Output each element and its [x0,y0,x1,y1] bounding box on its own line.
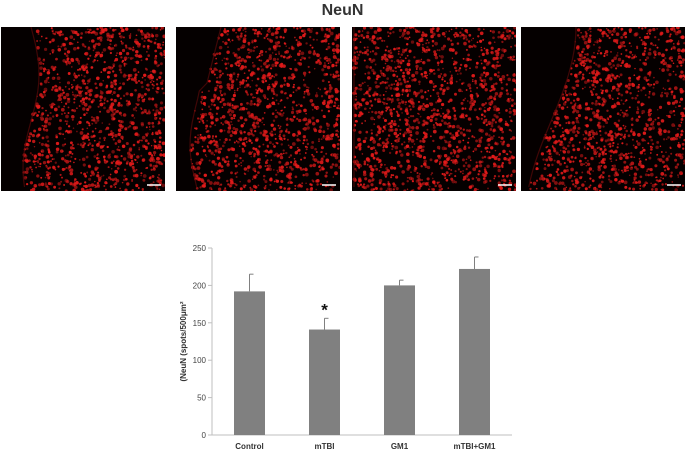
significance-marker: * [321,300,328,319]
micrograph-gm1 [352,27,516,191]
micrograph-mtbi [176,27,340,191]
x-category-label: mTBI [315,442,335,451]
y-tick-label: 50 [197,394,206,403]
error-bar [399,279,404,286]
x-category-label: GM1 [391,442,409,451]
x-category-label: Control [235,442,263,451]
error-bar [324,317,329,330]
bar-chart: 0 50 100 150 200 250 (NeuN (spots/500μm² Contro… [179,244,512,451]
y-tick-label: 100 [193,356,207,365]
bar-gm1 [384,285,415,435]
y-tick-label: 0 [202,431,207,440]
y-tick-label: 250 [193,244,207,253]
y-axis-title: (NeuN (spots/500μm² [179,301,188,381]
y-tick-label: 200 [193,281,207,290]
micrograph-gm1-image [352,27,516,191]
x-category-label: mTBI+GM1 [453,442,496,451]
y-tick-label: 150 [193,319,207,328]
bar-control [234,291,265,435]
error-bar [249,273,254,292]
micrograph-mtbi-gm1-image [521,27,685,191]
bar-mtbi [309,329,340,435]
figure-title: NeuN [321,2,364,19]
micrograph-control [1,27,165,191]
micrograph-mtbi-gm1 [521,27,685,191]
micrograph-control-image [1,27,165,191]
bar-mtbi-gm1 [459,268,490,435]
error-bar [474,256,479,269]
micrograph-mtbi-image [176,27,340,191]
